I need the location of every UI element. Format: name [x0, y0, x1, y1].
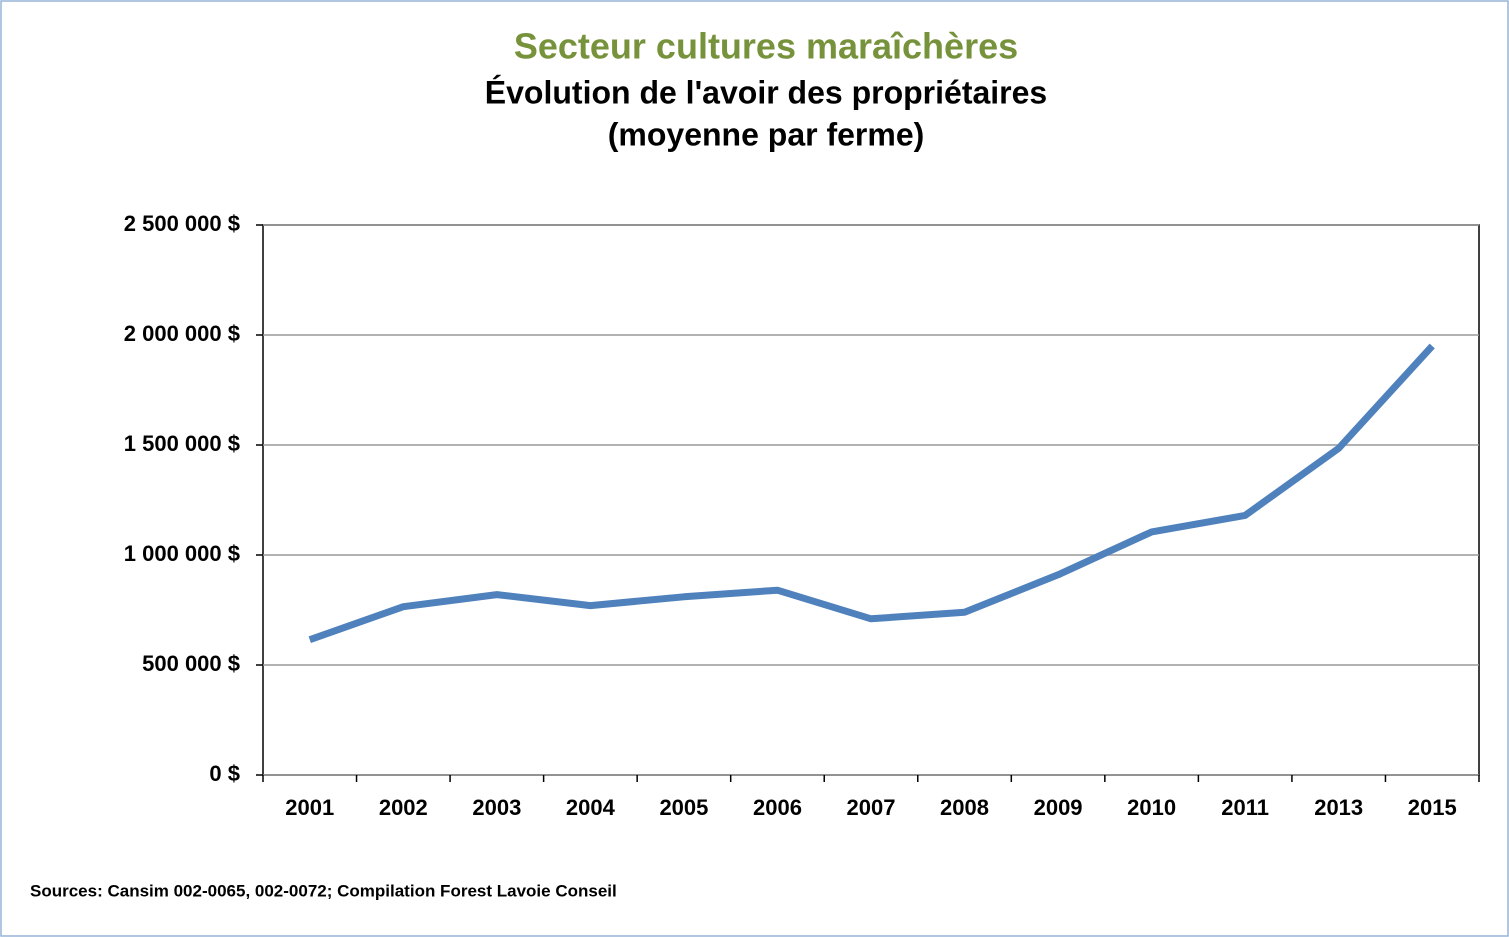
y-tick-label: 1 500 000 $ [124, 431, 240, 456]
y-tick-label: 1 000 000 $ [124, 541, 240, 566]
y-tick-label: 0 $ [209, 761, 240, 786]
x-tick-label: 2011 [1221, 795, 1269, 820]
x-tick-label: 2015 [1408, 795, 1457, 820]
x-tick-label: 2009 [1034, 795, 1083, 820]
x-tick-label: 2013 [1314, 795, 1363, 820]
x-tick-label: 2006 [753, 795, 802, 820]
y-tick-label: 2 500 000 $ [124, 211, 240, 236]
x-tick-label: 2004 [566, 795, 616, 820]
y-tick-label: 2 000 000 $ [124, 321, 240, 346]
x-tick-label: 2005 [659, 795, 708, 820]
x-tick-label: 2001 [285, 795, 334, 820]
x-tick-label: 2010 [1127, 795, 1176, 820]
x-tick-label: 2007 [847, 795, 896, 820]
source-note: Sources: Cansim 002-0065, 002-0072; Comp… [30, 881, 617, 900]
chart-subtitle: Évolution de l'avoir des propriétaires [485, 74, 1047, 110]
x-tick-label: 2002 [379, 795, 428, 820]
x-tick-label: 2008 [940, 795, 989, 820]
y-tick-label: 500 000 $ [142, 651, 240, 676]
chart-title: Secteur cultures maraîchères [514, 26, 1018, 67]
chart-subtitle: (moyenne par ferme) [608, 116, 925, 152]
x-tick-label: 2003 [472, 795, 521, 820]
data-line [308, 343, 1435, 644]
